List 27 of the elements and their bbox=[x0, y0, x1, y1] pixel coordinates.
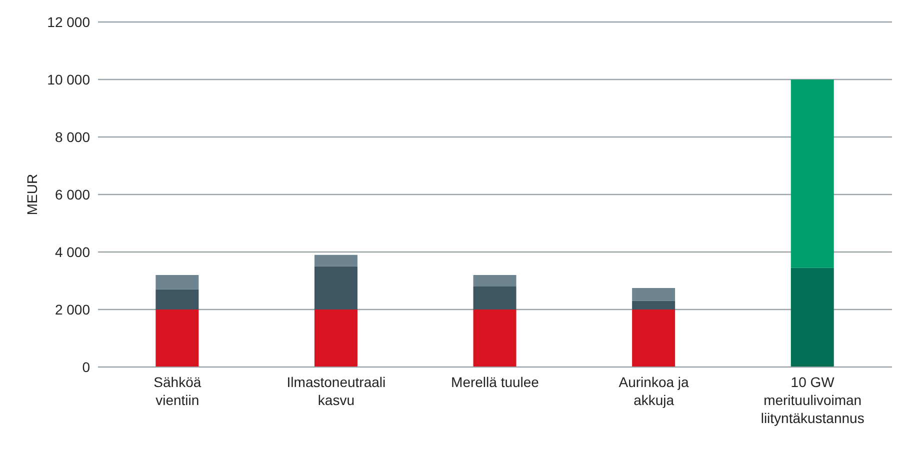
x-tick-label: Merellä tuulee bbox=[451, 374, 540, 390]
bar bbox=[473, 310, 516, 367]
bar bbox=[473, 286, 516, 310]
y-tick-label: 6 000 bbox=[54, 186, 90, 202]
y-axis-title: MEUR bbox=[24, 174, 40, 216]
y-tick-label: 8 000 bbox=[54, 128, 90, 145]
bar bbox=[632, 288, 676, 301]
y-tick-label: 12 000 bbox=[47, 14, 90, 30]
x-tick-label: Sähköä vientiin bbox=[154, 374, 202, 408]
bar bbox=[314, 266, 358, 310]
y-tick-label: 4 000 bbox=[54, 244, 90, 260]
bar bbox=[156, 275, 199, 290]
y-tick-label: 2 000 bbox=[54, 301, 90, 318]
bar bbox=[156, 289, 199, 310]
x-tick-label: 10 GW merituulivoiman liityntäkustannus bbox=[760, 374, 864, 426]
y-tick-label: 10 000 bbox=[47, 71, 90, 88]
bar bbox=[632, 310, 676, 367]
x-tick-label: Ilmastoneutraali kasvu bbox=[286, 374, 386, 408]
bar bbox=[790, 80, 834, 268]
bar bbox=[790, 268, 834, 367]
bar bbox=[473, 275, 516, 286]
bar bbox=[156, 310, 199, 367]
x-tick-label: Aurinkoa ja akkuja bbox=[618, 374, 690, 408]
bar bbox=[314, 254, 358, 266]
bar bbox=[314, 310, 358, 367]
y-tick-label: 0 bbox=[82, 358, 90, 375]
bar bbox=[632, 300, 676, 310]
